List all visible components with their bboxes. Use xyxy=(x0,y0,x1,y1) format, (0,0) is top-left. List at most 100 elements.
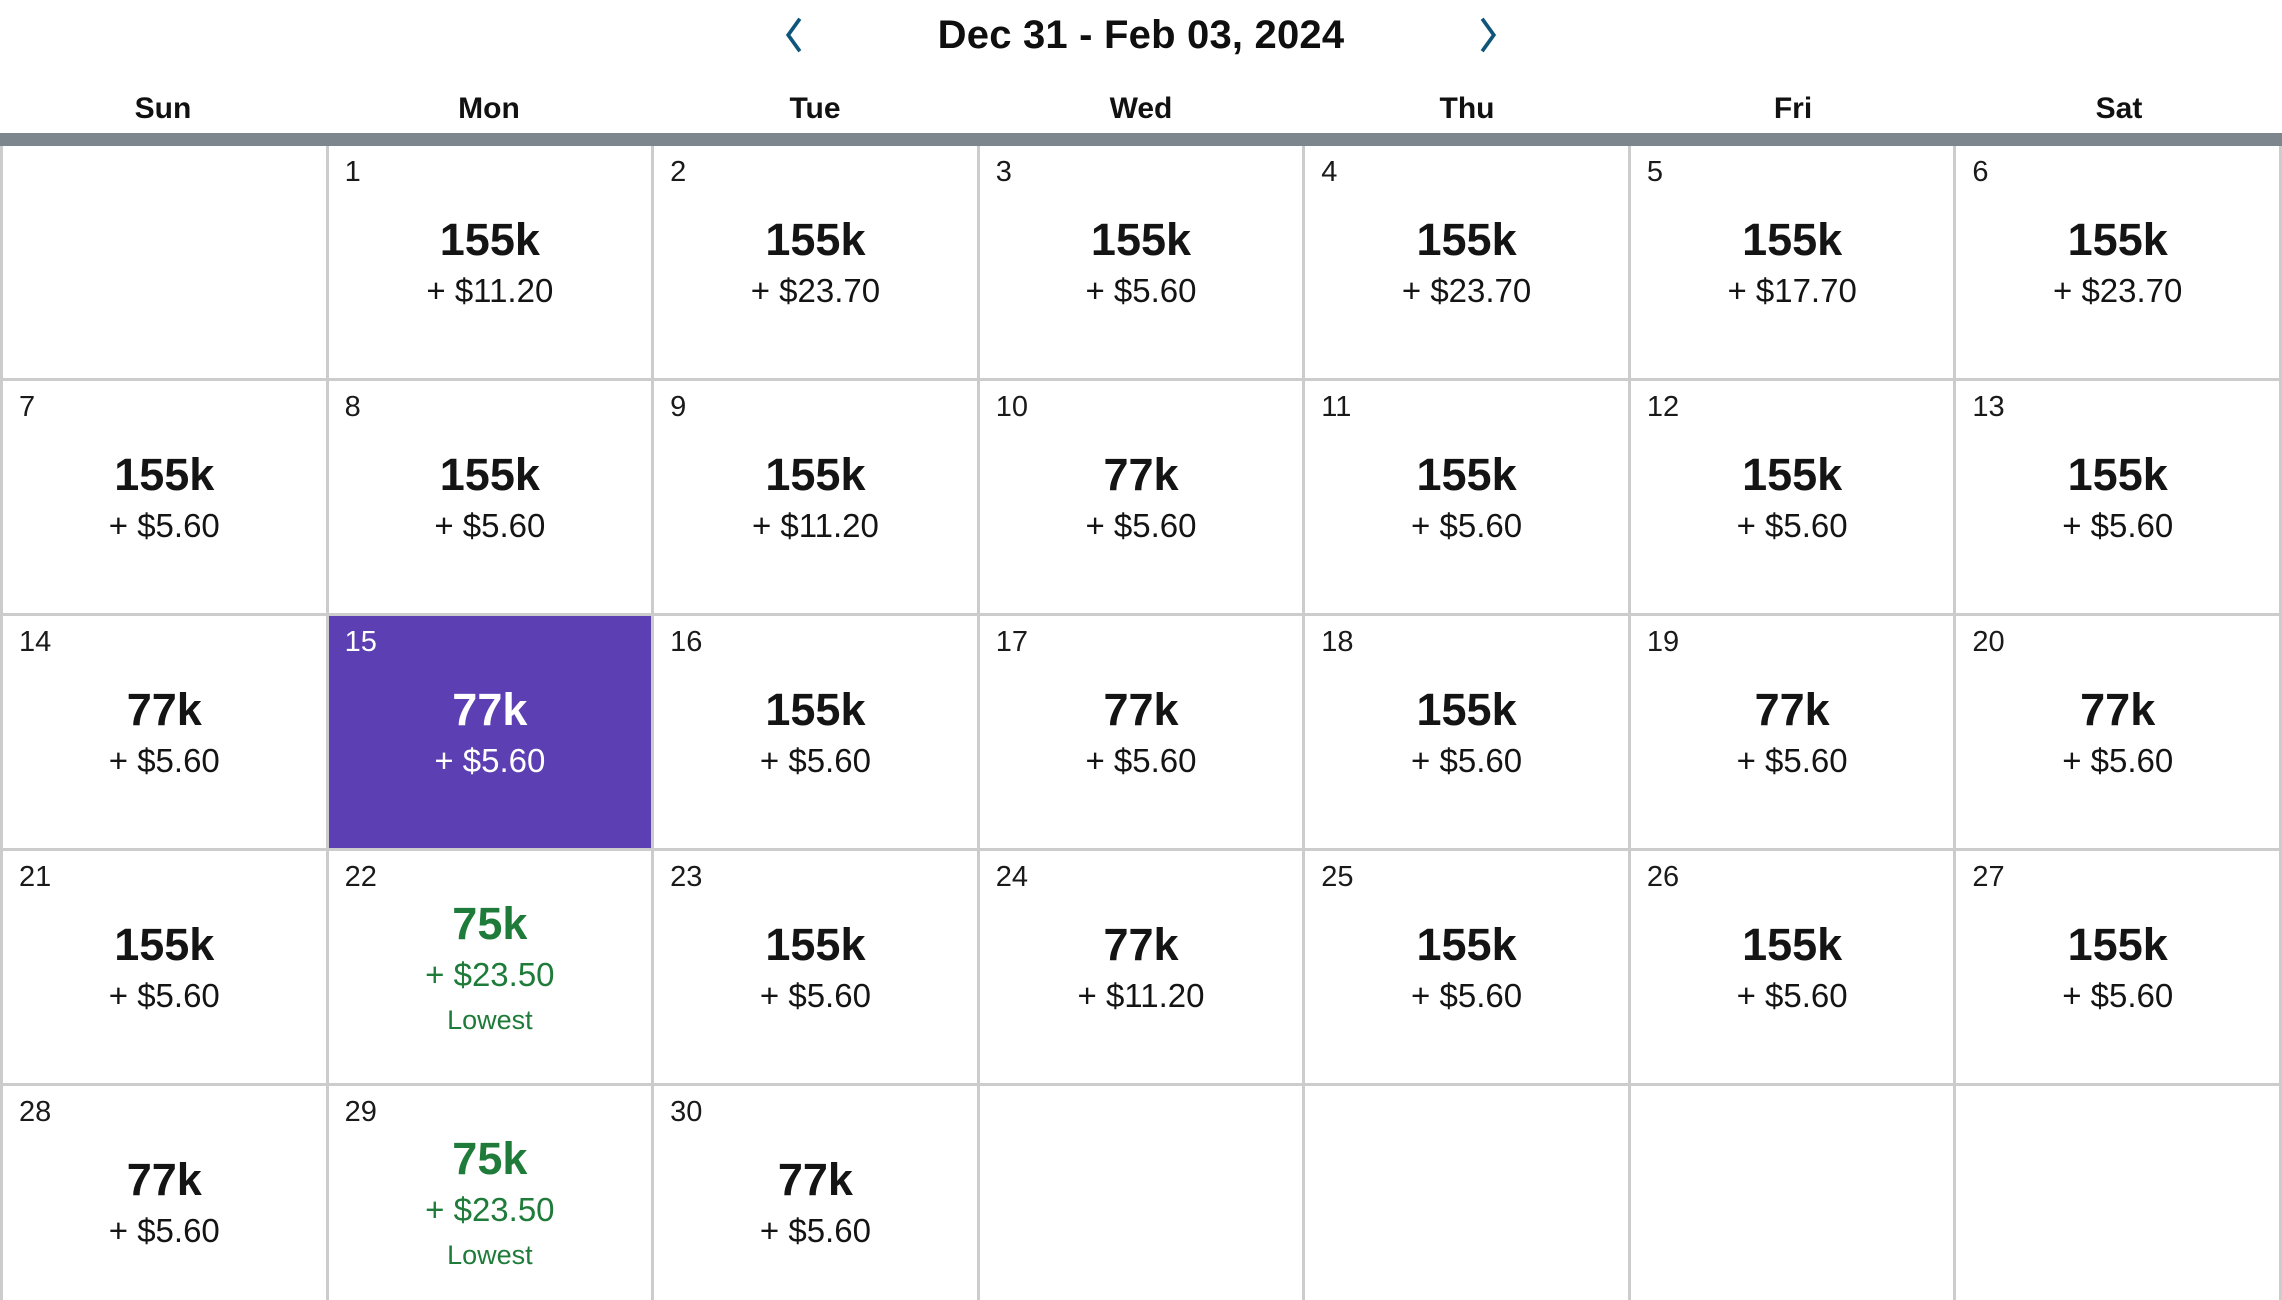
calendar-cell-7[interactable]: 7 155k + $5.60 xyxy=(3,381,326,613)
points-value: 75k xyxy=(452,897,528,949)
price-block: 155k + $5.60 xyxy=(2062,450,2173,545)
day-number: 16 xyxy=(670,626,703,658)
price-block: 155k + $23.70 xyxy=(1402,215,1531,310)
calendar-cell-20[interactable]: 20 77k + $5.60 xyxy=(1956,616,2279,848)
day-number: 5 xyxy=(1646,156,1663,188)
chevron-left-icon xyxy=(785,17,801,53)
prev-period-button[interactable] xyxy=(768,9,820,61)
points-value: 77k xyxy=(1103,683,1179,735)
weekday-wed: Wed xyxy=(1109,92,1173,125)
fee-value: + $23.70 xyxy=(2053,272,2183,310)
day-number: 24 xyxy=(995,861,1028,893)
day-number: 15 xyxy=(344,626,377,658)
fee-value: + $5.60 xyxy=(1411,507,1523,545)
calendar-cell-30[interactable]: 30 77k + $5.60 xyxy=(654,1086,977,1300)
day-number: 17 xyxy=(995,626,1028,658)
fee-value: + $23.70 xyxy=(750,272,881,310)
weekday-thu: Thu xyxy=(1439,92,1495,125)
fee-value: + $11.20 xyxy=(1077,977,1205,1015)
weekday-fri: Fri xyxy=(1773,92,1813,125)
day-number: 6 xyxy=(1972,156,1989,188)
calendar-cell-19[interactable]: 19 77k + $5.60 xyxy=(1630,616,1954,848)
price-block: 75k + $23.50 Lowest xyxy=(425,1134,554,1270)
calendar-cell-13[interactable]: 13 155k + $5.60 xyxy=(1956,381,2279,613)
calendar-cell-15-selected[interactable]: 15 77k + $5.60 xyxy=(328,616,652,848)
calendar-cell-23[interactable]: 23 155k + $5.60 xyxy=(654,851,977,1083)
day-number: 27 xyxy=(1972,861,2005,893)
price-block: 77k + $5.60 xyxy=(1737,685,1848,780)
calendar-cell-17[interactable]: 17 77k + $5.60 xyxy=(979,616,1303,848)
date-range-title: Dec 31 - Feb 03, 2024 xyxy=(937,12,1345,57)
points-value: 155k xyxy=(439,448,540,500)
day-number: 2 xyxy=(670,156,687,188)
day-number: 19 xyxy=(1646,626,1680,658)
price-block: 77k + $5.60 xyxy=(109,685,220,780)
calendar-cell-18[interactable]: 18 155k + $5.60 xyxy=(1305,616,1628,848)
calendar-cell-empty xyxy=(1630,1086,1954,1300)
points-value: 155k xyxy=(765,213,866,265)
points-value: 155k xyxy=(2067,448,2168,500)
calendar-cell-28[interactable]: 28 77k + $5.60 xyxy=(3,1086,326,1300)
calendar-cell-24[interactable]: 24 77k + $11.20 xyxy=(979,851,1303,1083)
day-number: 23 xyxy=(670,861,703,893)
calendar-cell-4[interactable]: 4 155k + $23.70 xyxy=(1305,146,1628,378)
day-number: 10 xyxy=(995,391,1028,423)
price-block: 155k + $23.70 xyxy=(751,215,880,310)
points-value: 155k xyxy=(1416,213,1517,265)
calendar-cell-9[interactable]: 9 155k + $11.20 xyxy=(654,381,977,613)
calendar-cell-14[interactable]: 14 77k + $5.60 xyxy=(3,616,326,848)
points-value: 155k xyxy=(2067,918,2168,970)
points-value: 155k xyxy=(114,918,215,970)
price-block: 77k + $5.60 xyxy=(434,685,545,780)
day-number: 18 xyxy=(1321,626,1354,658)
day-number: 3 xyxy=(995,156,1012,188)
calendar-cell-26[interactable]: 26 155k + $5.60 xyxy=(1630,851,1954,1083)
calendar-cell-29-lowest[interactable]: 29 75k + $23.50 Lowest xyxy=(328,1086,652,1300)
points-value: 77k xyxy=(1754,683,1830,735)
calendar-cell-21[interactable]: 21 155k + $5.60 xyxy=(3,851,326,1083)
calendar-cell-16[interactable]: 16 155k + $5.60 xyxy=(654,616,977,848)
fee-value: + $5.60 xyxy=(108,742,220,780)
calendar-cell-empty xyxy=(979,1086,1303,1300)
calendar-cell-22-lowest[interactable]: 22 75k + $23.50 Lowest xyxy=(328,851,652,1083)
fee-value: + $17.70 xyxy=(1727,272,1857,310)
fee-value: + $11.20 xyxy=(426,272,554,310)
calendar-cell-2[interactable]: 2 155k + $23.70 xyxy=(654,146,977,378)
day-number: 4 xyxy=(1321,156,1338,188)
calendar-cell-10[interactable]: 10 77k + $5.60 xyxy=(979,381,1303,613)
price-block: 155k + $5.60 xyxy=(434,450,545,545)
day-number: 26 xyxy=(1646,861,1680,893)
points-value: 155k xyxy=(765,683,866,735)
weekday-sat: Sat xyxy=(2095,92,2143,125)
lowest-badge: Lowest xyxy=(447,1239,533,1270)
calendar-cell-11[interactable]: 11 155k + $5.60 xyxy=(1305,381,1628,613)
price-block: 77k + $5.60 xyxy=(1085,685,1196,780)
calendar-cell-8[interactable]: 8 155k + $5.60 xyxy=(328,381,652,613)
calendar-cell-6[interactable]: 6 155k + $23.70 xyxy=(1956,146,2279,378)
points-value: 77k xyxy=(126,1153,202,1205)
points-value: 155k xyxy=(114,448,215,500)
fee-value: + $5.60 xyxy=(1085,507,1197,545)
next-period-button[interactable] xyxy=(1462,9,1514,61)
fee-value: + $5.60 xyxy=(1085,272,1197,310)
calendar-cell-27[interactable]: 27 155k + $5.60 xyxy=(1956,851,2279,1083)
price-block: 77k + $5.60 xyxy=(2062,685,2173,780)
day-number: 21 xyxy=(19,861,52,893)
calendar-cell-25[interactable]: 25 155k + $5.60 xyxy=(1305,851,1628,1083)
price-block: 77k + $11.20 xyxy=(1078,920,1205,1015)
fee-value: + $5.60 xyxy=(434,742,546,780)
day-number: 14 xyxy=(19,626,52,658)
price-block: 155k + $5.60 xyxy=(760,685,871,780)
day-number: 13 xyxy=(1972,391,2005,423)
price-block: 155k + $5.60 xyxy=(109,450,220,545)
points-value: 77k xyxy=(1103,918,1179,970)
calendar-cell-12[interactable]: 12 155k + $5.60 xyxy=(1630,381,1954,613)
calendar-cell-3[interactable]: 3 155k + $5.60 xyxy=(979,146,1303,378)
day-number: 11 xyxy=(1321,391,1352,423)
points-value: 75k xyxy=(452,1132,528,1184)
calendar-cell-5[interactable]: 5 155k + $17.70 xyxy=(1630,146,1954,378)
fee-value: + $5.60 xyxy=(434,507,546,545)
calendar-cell-1[interactable]: 1 155k + $11.20 xyxy=(328,146,652,378)
calendar-cell-empty xyxy=(3,146,326,378)
fee-value: + $5.60 xyxy=(1736,507,1848,545)
